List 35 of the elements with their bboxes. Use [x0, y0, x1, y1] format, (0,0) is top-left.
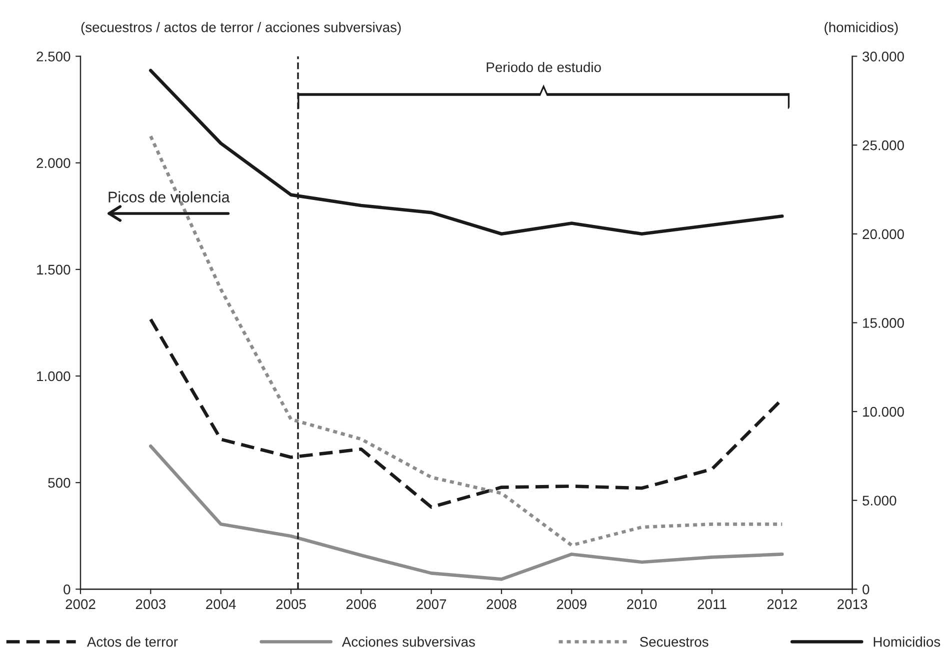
x-tick-label: 2010: [627, 599, 657, 610]
y-axis-title: (secuestros / actos de terror / acciones subversivas): [81, 22, 401, 35]
x-tick-label: 2003: [136, 599, 166, 610]
y-tick-label: 2.500: [36, 52, 70, 62]
y-tick-label: 1.500: [37, 264, 70, 275]
legend-label: Acciones subversivas: [342, 636, 475, 647]
y2-tick-label: 10.000: [863, 406, 904, 417]
x-tick-label: 2007: [416, 599, 446, 610]
annotation: Periodo de estudio: [486, 62, 601, 72]
legend-label: Homicidios: [874, 636, 940, 647]
line-series: [148, 444, 784, 581]
x-tick-label: 2008: [486, 599, 516, 610]
y2-tick-label: 15.000: [863, 318, 904, 328]
y2-tick-label: 0: [862, 584, 870, 594]
y2-tick-label: 5.000: [862, 496, 896, 506]
x-tick-label: 2012: [767, 599, 797, 610]
y2-tick-label: 25.000: [862, 140, 904, 150]
x-tick-label: 2009: [556, 599, 586, 610]
y-tick-label: 1.000: [37, 371, 70, 382]
x-tick-label: 2006: [346, 599, 376, 610]
y-tick-label: 500: [48, 478, 70, 488]
line-series: [148, 134, 784, 547]
y2-tick-label: 30.000: [862, 52, 904, 62]
y-tick-label: 2.000: [36, 158, 70, 168]
x-tick-label: 2011: [698, 599, 726, 610]
y2-axis-title: (homicidios): [824, 22, 898, 35]
y-tick-label: 0: [64, 584, 70, 594]
x-tick-label: 2002: [66, 599, 96, 610]
x-tick-label: 2013: [838, 599, 868, 610]
legend-label: Secuestros: [640, 636, 708, 647]
annotation: Picos de violencia: [108, 191, 230, 202]
x-tick-label: 2004: [206, 599, 236, 610]
x-tick-label: 2005: [276, 599, 306, 610]
legend-label: Actos de terror: [86, 636, 178, 647]
y2-tick-label: 20.000: [862, 229, 904, 240]
